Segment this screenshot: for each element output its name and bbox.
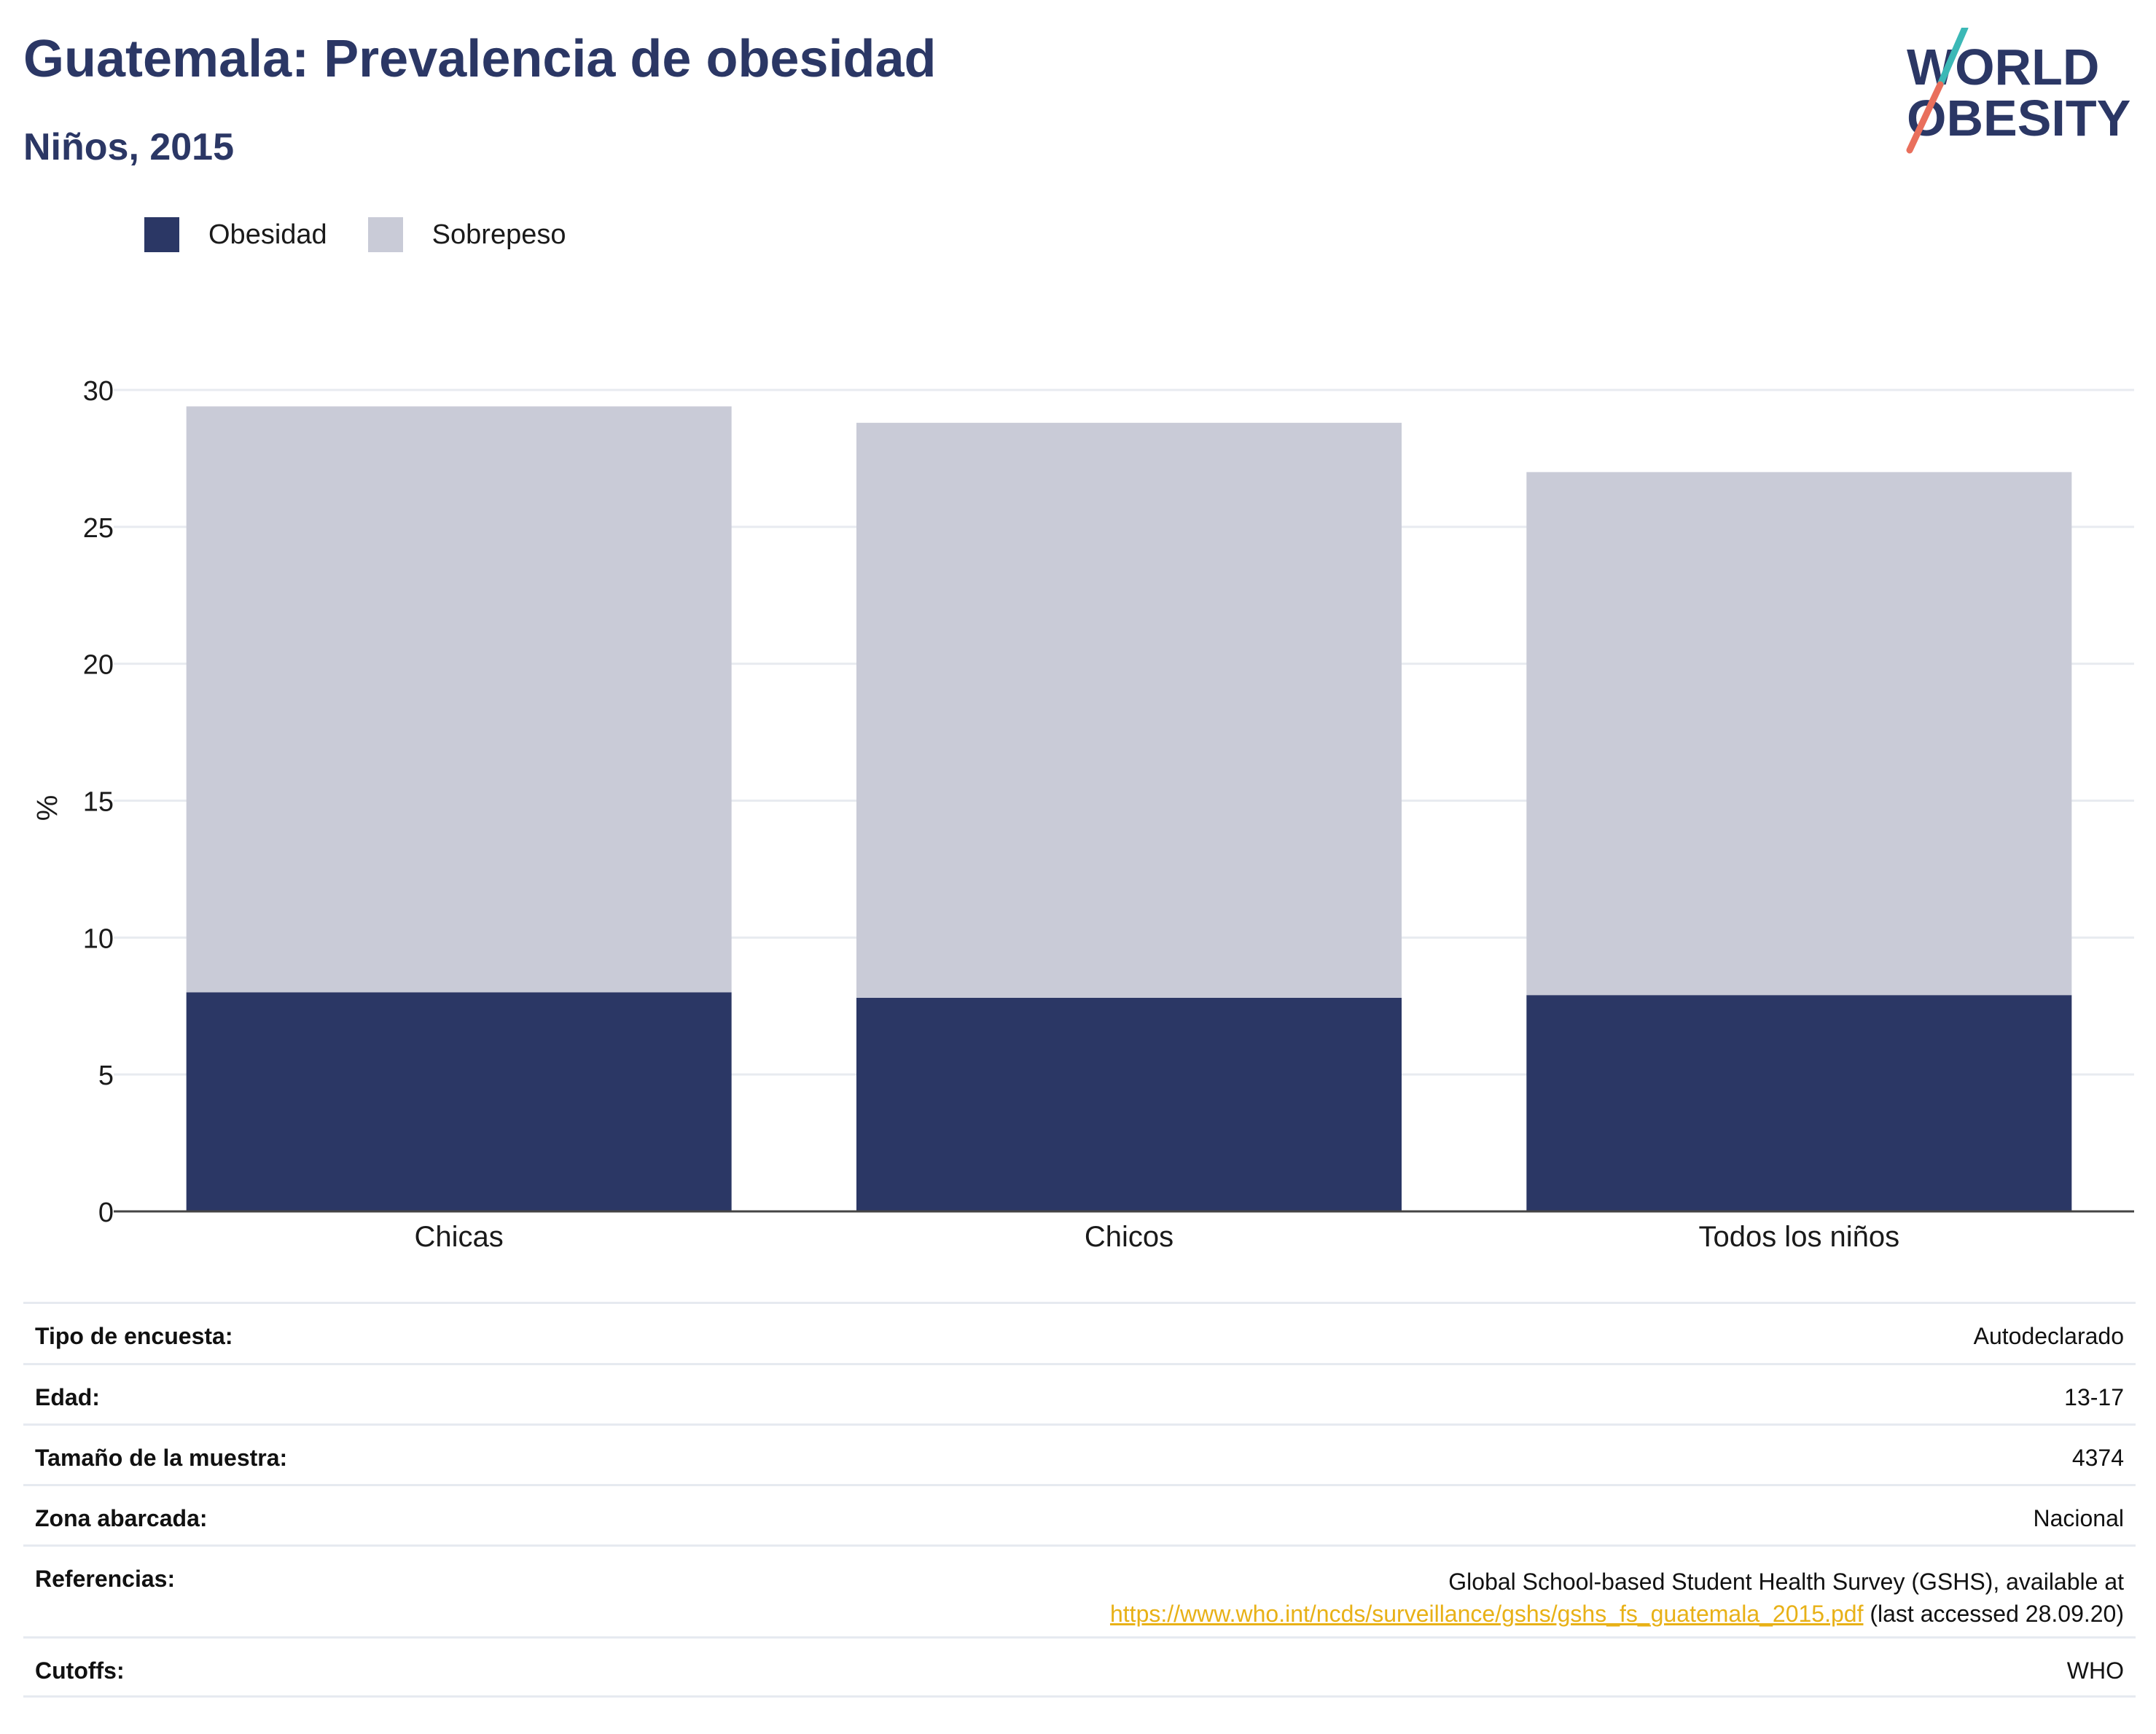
y-tick-label: 0 xyxy=(98,1198,114,1228)
info-label: Tamaño de la muestra: xyxy=(35,1445,288,1471)
info-row-references: Referencias: Global School-based Student… xyxy=(23,1544,2136,1636)
y-tick-label: 20 xyxy=(83,650,114,681)
info-row-age: Edad: 13-17 xyxy=(23,1363,2136,1423)
legend-item-obesidad: Obesidad xyxy=(144,217,327,252)
info-row-sample-size: Tamaño de la muestra: 4374 xyxy=(23,1423,2136,1484)
references-text-line1: Global School-based Student Health Surve… xyxy=(1448,1569,2124,1595)
info-label: Cutoffs: xyxy=(35,1657,125,1684)
bar-obesidad xyxy=(186,992,732,1211)
x-tick-label: Todos los niños xyxy=(1698,1221,1899,1253)
legend-swatch-obesidad xyxy=(144,217,179,252)
info-row-cutoffs: Cutoffs: WHO xyxy=(23,1636,2136,1698)
y-axis-label: % xyxy=(31,794,64,821)
chart-legend: Obesidad Sobrepeso xyxy=(144,217,606,252)
bar-sobrepeso xyxy=(1526,472,2072,996)
bar-sobrepeso xyxy=(856,423,1402,998)
legend-label-sobrepeso: Sobrepeso xyxy=(431,219,566,250)
bar-sobrepeso xyxy=(186,406,732,993)
info-label: Tipo de encuesta: xyxy=(35,1323,233,1349)
y-tick-label: 25 xyxy=(83,513,114,544)
references-text-line2: (last accessed 28.09.20) xyxy=(1863,1601,2124,1627)
bar-obesidad xyxy=(856,997,1402,1211)
info-row-area: Zona abarcada: Nacional xyxy=(23,1484,2136,1544)
info-value: Autodeclarado xyxy=(1973,1323,2124,1349)
x-tick-label: Chicas xyxy=(415,1221,504,1253)
info-value: 4374 xyxy=(2071,1445,2124,1471)
logo-text-obesity: OBESITY xyxy=(1907,90,2130,147)
info-value: Nacional xyxy=(2033,1505,2124,1531)
x-tick-label: Chicos xyxy=(1085,1221,1173,1253)
world-obesity-logo: WORLD OBESITY xyxy=(1906,28,2130,154)
info-label: Zona abarcada: xyxy=(35,1505,208,1531)
info-value: 13-17 xyxy=(2064,1384,2124,1410)
survey-info-table: Tipo de encuesta: Autodeclarado Edad: 13… xyxy=(23,1302,2136,1698)
page-subtitle: Niños, 2015 xyxy=(23,126,235,168)
info-label: Referencias: xyxy=(35,1566,176,1592)
bar-chart: 0 5 10 15 20 25 30 Chicas Chicos Todos los niños xyxy=(83,376,2134,1253)
references-link[interactable]: https://www.who.int/ncds/surveillance/gs… xyxy=(1109,1601,1864,1627)
references-text: Global School-based Student Health Surve… xyxy=(1110,1566,2124,1630)
info-row-survey-type: Tipo de encuesta: Autodeclarado xyxy=(23,1302,2136,1363)
y-tick-label: 10 xyxy=(83,923,114,954)
y-tick-label: 5 xyxy=(98,1061,114,1091)
y-tick-label: 15 xyxy=(83,787,114,818)
page-title: Guatemala: Prevalencia de obesidad xyxy=(23,30,937,88)
legend-item-sobrepeso: Sobrepeso xyxy=(367,217,566,252)
legend-swatch-sobrepeso xyxy=(367,217,403,252)
bar-obesidad xyxy=(1526,995,2072,1211)
y-tick-label: 30 xyxy=(83,376,114,407)
info-value: WHO xyxy=(2066,1657,2124,1684)
legend-label-obesidad: Obesidad xyxy=(208,219,327,250)
info-label: Edad: xyxy=(35,1384,100,1410)
